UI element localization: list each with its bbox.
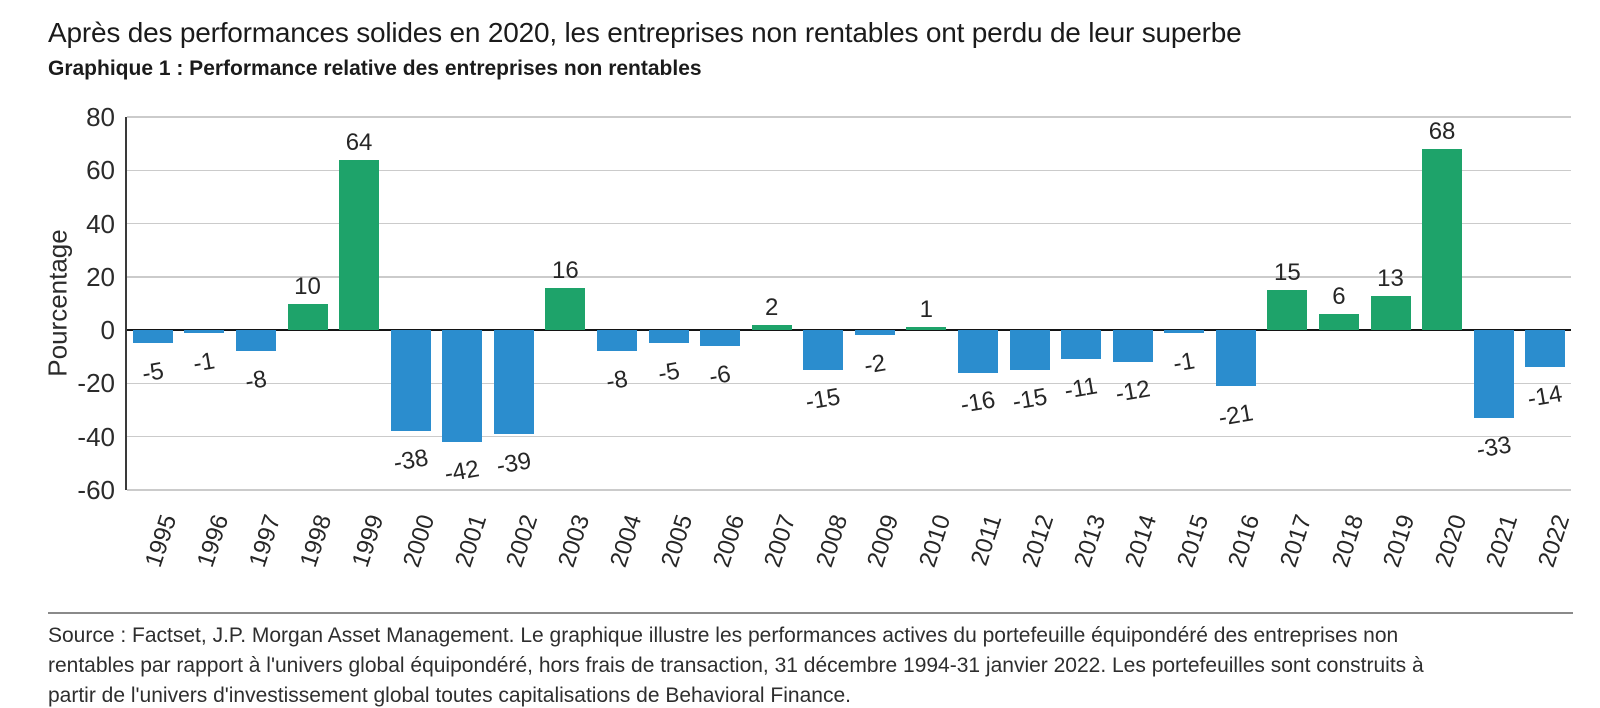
bar: [648, 330, 689, 344]
gridline: [127, 435, 1571, 438]
bar: [390, 330, 431, 432]
source-line: Source : Factset, J.P. Morgan Asset Mana…: [48, 624, 1399, 647]
bar: [751, 324, 792, 331]
bar: [854, 330, 895, 336]
gridline: [127, 489, 1571, 491]
y-tick-label: 0: [100, 315, 115, 346]
x-tick-label: 2010: [913, 511, 957, 571]
bar-value-label: 15: [1273, 259, 1301, 287]
chart-headline: Après des performances solides en 2020, …: [48, 17, 1242, 48]
x-tick-label: 2016: [1223, 511, 1266, 571]
bar-value-label: 10: [294, 272, 321, 300]
x-tick-label: 2005: [656, 511, 699, 571]
x-tick-label: 2020: [1429, 511, 1472, 571]
bar: [1009, 330, 1050, 371]
x-tick-label: 1999: [346, 511, 389, 571]
bar: [545, 287, 586, 331]
bar: [235, 330, 276, 352]
x-tick-label: 1998: [295, 511, 338, 571]
y-tick-label: -60: [77, 475, 115, 505]
x-tick-label: 2000: [398, 511, 441, 571]
bar: [132, 330, 173, 344]
bar: [442, 330, 483, 443]
bar: [1318, 314, 1359, 331]
bar: [287, 303, 328, 331]
x-tick-label: 2007: [759, 511, 802, 571]
bar: [596, 330, 637, 352]
bar: [1525, 330, 1566, 368]
bar: [1215, 330, 1256, 387]
gridline: [127, 222, 1571, 225]
x-tick-label: 1996: [191, 511, 235, 571]
bar: [1112, 330, 1153, 363]
bar: [906, 327, 947, 331]
bar-value-label: 16: [551, 256, 579, 284]
source-line: partir de l'univers d'investissement glo…: [48, 684, 851, 707]
x-tick-label: 2022: [1532, 511, 1575, 571]
bar: [1422, 148, 1463, 331]
x-tick-label: 2011: [966, 511, 1008, 569]
x-tick-label: 2014: [1120, 511, 1163, 571]
source-line: rentables par rapport à l'univers global…: [48, 654, 1424, 677]
x-tick-label: 2008: [810, 511, 853, 571]
bar-value-label: 2: [764, 293, 779, 321]
gridline: [127, 169, 1571, 172]
x-tick-label: 2003: [552, 511, 596, 571]
bar: [493, 330, 534, 435]
source-note: Source : Factset, J.P. Morgan Asset Mana…: [48, 621, 1424, 708]
y-tick-label: 60: [86, 155, 115, 186]
bar: [1164, 330, 1205, 333]
bar: [700, 330, 741, 347]
x-tick-label: 2017: [1274, 511, 1318, 571]
x-tick-label: 2015: [1171, 511, 1214, 571]
bar: [803, 330, 844, 371]
x-tick-label: 2004: [604, 511, 647, 571]
x-tick-label: 2006: [707, 511, 750, 571]
y-tick-label: 80: [86, 102, 115, 132]
gridline: [127, 116, 1571, 118]
bar: [1267, 290, 1308, 331]
bar-value-label: 68: [1428, 117, 1456, 145]
x-tick-label: 2013: [1068, 511, 1111, 571]
bar: [957, 330, 998, 373]
plot-area: -5 -1 -8 10 64 -38 -42 -39 16 -8 -5 -6 2 -15 -2 1 -16 -15…: [125, 116, 1571, 491]
y-tick-label: 40: [86, 208, 115, 239]
chart-subtitle: Graphique 1 : Performance relative des e…: [48, 57, 702, 80]
x-tick-label: 2021: [1481, 511, 1524, 571]
bar: [1061, 330, 1102, 360]
y-tick-label: 20: [86, 261, 115, 292]
y-tick-label: -20: [77, 368, 115, 399]
zero-line: [127, 328, 1571, 332]
bar: [184, 330, 225, 333]
x-tick-label: 1995: [140, 511, 183, 571]
bar: [1473, 330, 1514, 419]
bar-value-label: 64: [345, 128, 373, 156]
bar-value-label: 1: [919, 296, 934, 324]
gridline: [127, 382, 1571, 385]
x-tick-label: 2009: [862, 511, 905, 571]
x-tick-label: 1997: [243, 511, 286, 571]
gridline: [127, 276, 1571, 278]
x-tick-label: 2019: [1378, 511, 1421, 571]
x-tick-label: 2001: [449, 511, 492, 571]
x-tick-label: 2012: [1017, 511, 1060, 571]
x-tick-label: 2018: [1326, 511, 1369, 571]
footer-divider: [48, 612, 1573, 614]
y-tick-label: -40: [77, 421, 115, 452]
bar-value-label: 6: [1332, 283, 1346, 311]
bar-value-label: 13: [1377, 264, 1404, 292]
x-tick-label: 2002: [501, 511, 544, 571]
bar: [339, 159, 380, 331]
bar: [1370, 295, 1411, 331]
